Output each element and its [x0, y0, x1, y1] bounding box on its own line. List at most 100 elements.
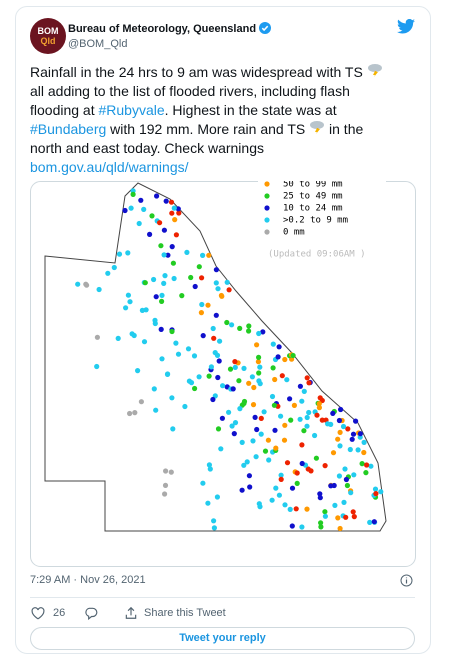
station-dot — [175, 206, 181, 212]
station-dot — [208, 364, 214, 370]
station-dot — [294, 470, 300, 476]
station-dot — [257, 381, 263, 387]
tweet-line: all adding to the list of flooded rivers… — [30, 82, 350, 101]
station-dot — [275, 354, 281, 360]
url-link[interactable]: bom.gov.au/qld/warnings/ — [30, 159, 189, 175]
station-dot — [301, 428, 307, 434]
station-dot — [247, 484, 253, 490]
station-dot — [229, 423, 235, 429]
station-dot — [350, 431, 357, 437]
map-legend: 50 to 99 mm 25 to 49 mm 10 to 24 mm >0.2 to… — [258, 181, 386, 261]
share-icon[interactable] — [124, 606, 138, 620]
station-dot — [256, 370, 262, 376]
station-dot — [105, 270, 111, 276]
station-dot — [256, 354, 262, 360]
legend-dot — [264, 181, 270, 187]
station-dot — [241, 462, 247, 468]
station-dot — [297, 383, 303, 389]
timestamp[interactable]: 7:29 AM · Nov 26, 2021 — [30, 574, 146, 586]
station-dot — [335, 436, 341, 442]
like-count: 26 — [53, 607, 66, 619]
station-dot — [299, 524, 305, 530]
station-dot — [289, 523, 295, 529]
station-dot — [276, 344, 282, 350]
avatar-text: BOM — [37, 26, 59, 36]
station-dot — [336, 417, 342, 424]
station-dot — [363, 470, 369, 476]
station-dot — [226, 409, 232, 415]
legend-label: 0 mm — [283, 228, 305, 238]
divider — [30, 597, 415, 598]
share-label[interactable]: Share this Tweet — [144, 607, 226, 619]
station-dot — [239, 487, 245, 493]
station-dot — [344, 482, 350, 489]
station-dot — [260, 329, 266, 335]
like-icon[interactable] — [31, 607, 45, 620]
station-dot — [191, 353, 198, 359]
reply-button[interactable]: Tweet your reply — [30, 627, 415, 650]
station-dot — [367, 519, 373, 525]
station-dot — [227, 366, 234, 372]
station-dot — [351, 472, 357, 478]
station-dot — [348, 490, 354, 496]
station-dot — [361, 439, 367, 445]
station-dot — [257, 364, 263, 370]
station-dot — [239, 439, 245, 445]
station-dot — [123, 305, 129, 311]
legend-dot — [264, 205, 270, 211]
station-dot — [196, 374, 202, 380]
station-dot — [306, 380, 312, 386]
station-dot — [282, 502, 288, 508]
station-dot — [343, 514, 349, 520]
station-dot — [211, 525, 217, 531]
station-dot — [136, 220, 142, 227]
hashtag[interactable]: #Rubyvale — [98, 102, 165, 118]
station-dot — [206, 373, 212, 379]
station-dot — [258, 431, 264, 437]
station-dot — [312, 432, 318, 439]
station-dot — [161, 227, 167, 233]
station-dot — [291, 402, 297, 408]
station-dot — [299, 442, 305, 448]
station-dot — [314, 412, 320, 418]
station-dot — [372, 486, 379, 492]
station-dot — [206, 462, 212, 468]
station-dot — [299, 398, 305, 404]
station-dot — [258, 415, 264, 421]
station-dot — [147, 231, 153, 237]
avatar[interactable]: BOM Qld — [30, 18, 66, 54]
station-dot — [287, 396, 293, 402]
station-dot — [246, 328, 252, 334]
tweet-text: . Highest in the state was at — [164, 102, 337, 118]
station-dot — [341, 499, 347, 505]
station-dot — [304, 423, 310, 429]
twitter-logo[interactable] — [397, 19, 415, 34]
station-dot — [304, 375, 310, 381]
author-handle[interactable]: @BOM_Qld — [68, 38, 128, 50]
station-dot — [371, 519, 377, 525]
station-dot — [270, 365, 276, 371]
author-name[interactable]: Bureau of Meteorology, Queensland — [68, 22, 272, 35]
station-dot — [266, 457, 272, 463]
hashtag[interactable]: #Bundaberg — [30, 121, 107, 137]
station-dot — [125, 250, 131, 256]
station-dot — [159, 298, 165, 304]
station-dot — [168, 469, 174, 475]
station-dot — [192, 283, 198, 290]
station-dot — [192, 385, 198, 392]
station-dot — [337, 429, 343, 435]
station-dot — [244, 459, 250, 465]
station-dot — [256, 330, 262, 337]
station-dot — [282, 356, 288, 363]
map-image[interactable]: 50 to 99 mm 25 to 49 mm 10 to 24 mm >0.2 to… — [30, 181, 416, 567]
station-dot — [158, 243, 164, 249]
station-dot — [219, 415, 225, 421]
station-dot — [316, 401, 322, 407]
station-dot — [153, 294, 159, 300]
station-dot — [158, 326, 164, 332]
info-icon[interactable] — [400, 574, 413, 587]
reply-icon[interactable] — [84, 606, 98, 620]
station-dot — [141, 339, 148, 345]
station-dot — [162, 482, 169, 488]
station-dot — [342, 466, 348, 472]
